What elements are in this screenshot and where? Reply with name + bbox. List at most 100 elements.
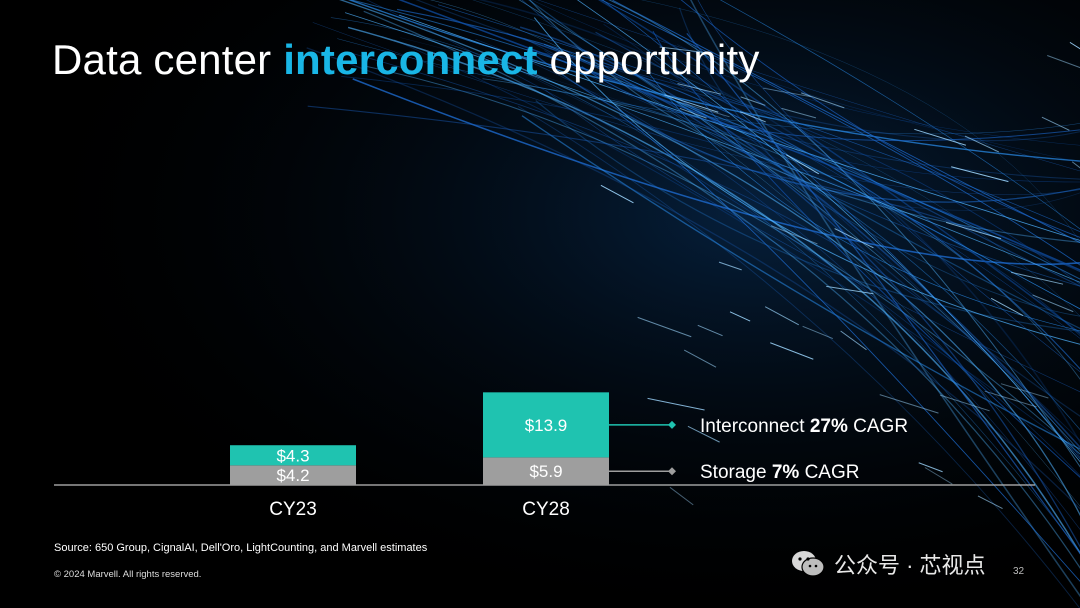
fiber-streak <box>678 7 1080 417</box>
watermark-text: 公众号 · 芯视点 <box>834 553 986 578</box>
light-dash <box>964 135 999 153</box>
fiber-streak <box>363 10 1080 569</box>
light-dash <box>1011 271 1064 285</box>
fiber-streak <box>437 4 1080 233</box>
light-dash <box>1032 294 1074 313</box>
fiber-streak <box>535 100 1080 332</box>
fiber-streak <box>531 0 1080 146</box>
fiber-streak <box>307 105 1080 273</box>
annotation-storage: Storage 7% CAGR <box>700 462 859 483</box>
fiber-streak <box>677 44 1080 163</box>
watermark: 公众号 · 芯视点 <box>790 547 986 581</box>
bar-interconnect-cy23 <box>230 445 356 466</box>
fiber-streak <box>529 0 1080 243</box>
light-dash <box>977 495 1003 510</box>
fiber-streak <box>545 90 1080 393</box>
fiber-streak <box>521 0 1080 287</box>
light-dash <box>984 390 1037 408</box>
light-dash <box>840 330 867 351</box>
light-dash <box>945 221 1002 240</box>
light-dash <box>939 394 990 412</box>
wechat-icon <box>792 551 825 577</box>
fiber-streak <box>536 51 1080 285</box>
page-number: 32 <box>1013 566 1025 577</box>
fiber-streak <box>352 53 1080 459</box>
fiber-streak <box>544 50 1080 183</box>
light-dash <box>826 285 874 295</box>
light-dash <box>879 394 939 414</box>
fiber-streak <box>339 0 1080 517</box>
fiber-streak <box>366 0 1080 477</box>
light-dash <box>800 92 845 109</box>
light-dash <box>687 425 720 443</box>
source-note: Source: 650 Group, CignalAI, Dell'Oro, L… <box>54 542 428 554</box>
light-dash <box>600 184 634 204</box>
fiber-streak <box>349 0 1080 280</box>
light-dash <box>679 107 707 119</box>
data-label: $13.9 <box>525 416 568 435</box>
fiber-streak <box>641 0 1080 242</box>
copyright-note: © 2024 Marvell. All rights reserved. <box>54 569 202 580</box>
x-tick-label: CY28 <box>522 499 570 520</box>
fiber-streak <box>344 12 1080 283</box>
fiber-streak <box>680 0 1080 238</box>
light-dash <box>676 100 730 118</box>
annotation-interconnect: Interconnect 27% CAGR <box>700 416 908 437</box>
annotation-marker <box>668 420 676 429</box>
fiber-streak <box>430 0 1080 507</box>
fiber-streak <box>537 0 1080 172</box>
bar-interconnect-cy28 <box>483 392 609 458</box>
light-dash <box>1047 55 1080 69</box>
fiber-streak <box>472 0 1080 317</box>
fiber-streak <box>399 14 1080 241</box>
light-dash <box>770 225 818 245</box>
fiber-streak <box>337 38 1080 135</box>
fiber-streak <box>398 0 1080 271</box>
light-dash <box>764 306 800 326</box>
bar-storage-cy23 <box>230 465 356 485</box>
fiber-streak <box>312 22 1080 195</box>
fiber-streak <box>608 0 1080 468</box>
light-dash <box>763 87 811 98</box>
light-dash <box>802 325 834 340</box>
fiber-streak <box>646 70 1080 332</box>
fiber-streak <box>348 0 1080 162</box>
fiber-streak <box>719 0 1080 230</box>
annotation-marker <box>668 467 676 476</box>
bar-storage-cy28 <box>483 457 609 485</box>
light-dash <box>914 128 967 146</box>
fiber-streak <box>306 47 1080 510</box>
fiber-streak <box>400 37 1080 316</box>
fiber-streak <box>478 0 1080 444</box>
fiber-streak <box>415 0 1080 142</box>
fiber-streak <box>543 43 1080 310</box>
data-label: $4.3 <box>276 446 309 465</box>
fiber-streak <box>526 48 1080 203</box>
fiber-streak <box>528 0 1080 330</box>
light-dash <box>669 486 694 506</box>
light-dash <box>740 96 766 106</box>
light-dash <box>781 107 817 119</box>
light-dash <box>647 397 705 411</box>
data-label: $5.9 <box>529 462 562 481</box>
slide-title: Data center interconnect opportunity <box>52 36 760 84</box>
light-dash <box>1000 383 1049 399</box>
title-highlight: interconnect <box>283 36 538 83</box>
light-dash <box>664 94 719 113</box>
fiber-streak <box>600 0 1080 266</box>
fiber-streak <box>603 23 1080 442</box>
title-prefix: Data center <box>52 36 284 83</box>
light-dash <box>718 261 742 271</box>
fiber-streak <box>518 0 1080 452</box>
light-dash <box>729 311 751 322</box>
fiber-streak <box>521 115 1080 450</box>
fiber-streak <box>686 32 1080 555</box>
light-dash <box>834 228 874 249</box>
fiber-streak <box>581 66 1080 142</box>
fiber-streak <box>678 101 1080 317</box>
light-dash <box>677 83 722 95</box>
fiber-streak <box>393 39 1080 455</box>
fiber-streak <box>598 97 1080 431</box>
fiber-streak <box>597 0 1080 335</box>
